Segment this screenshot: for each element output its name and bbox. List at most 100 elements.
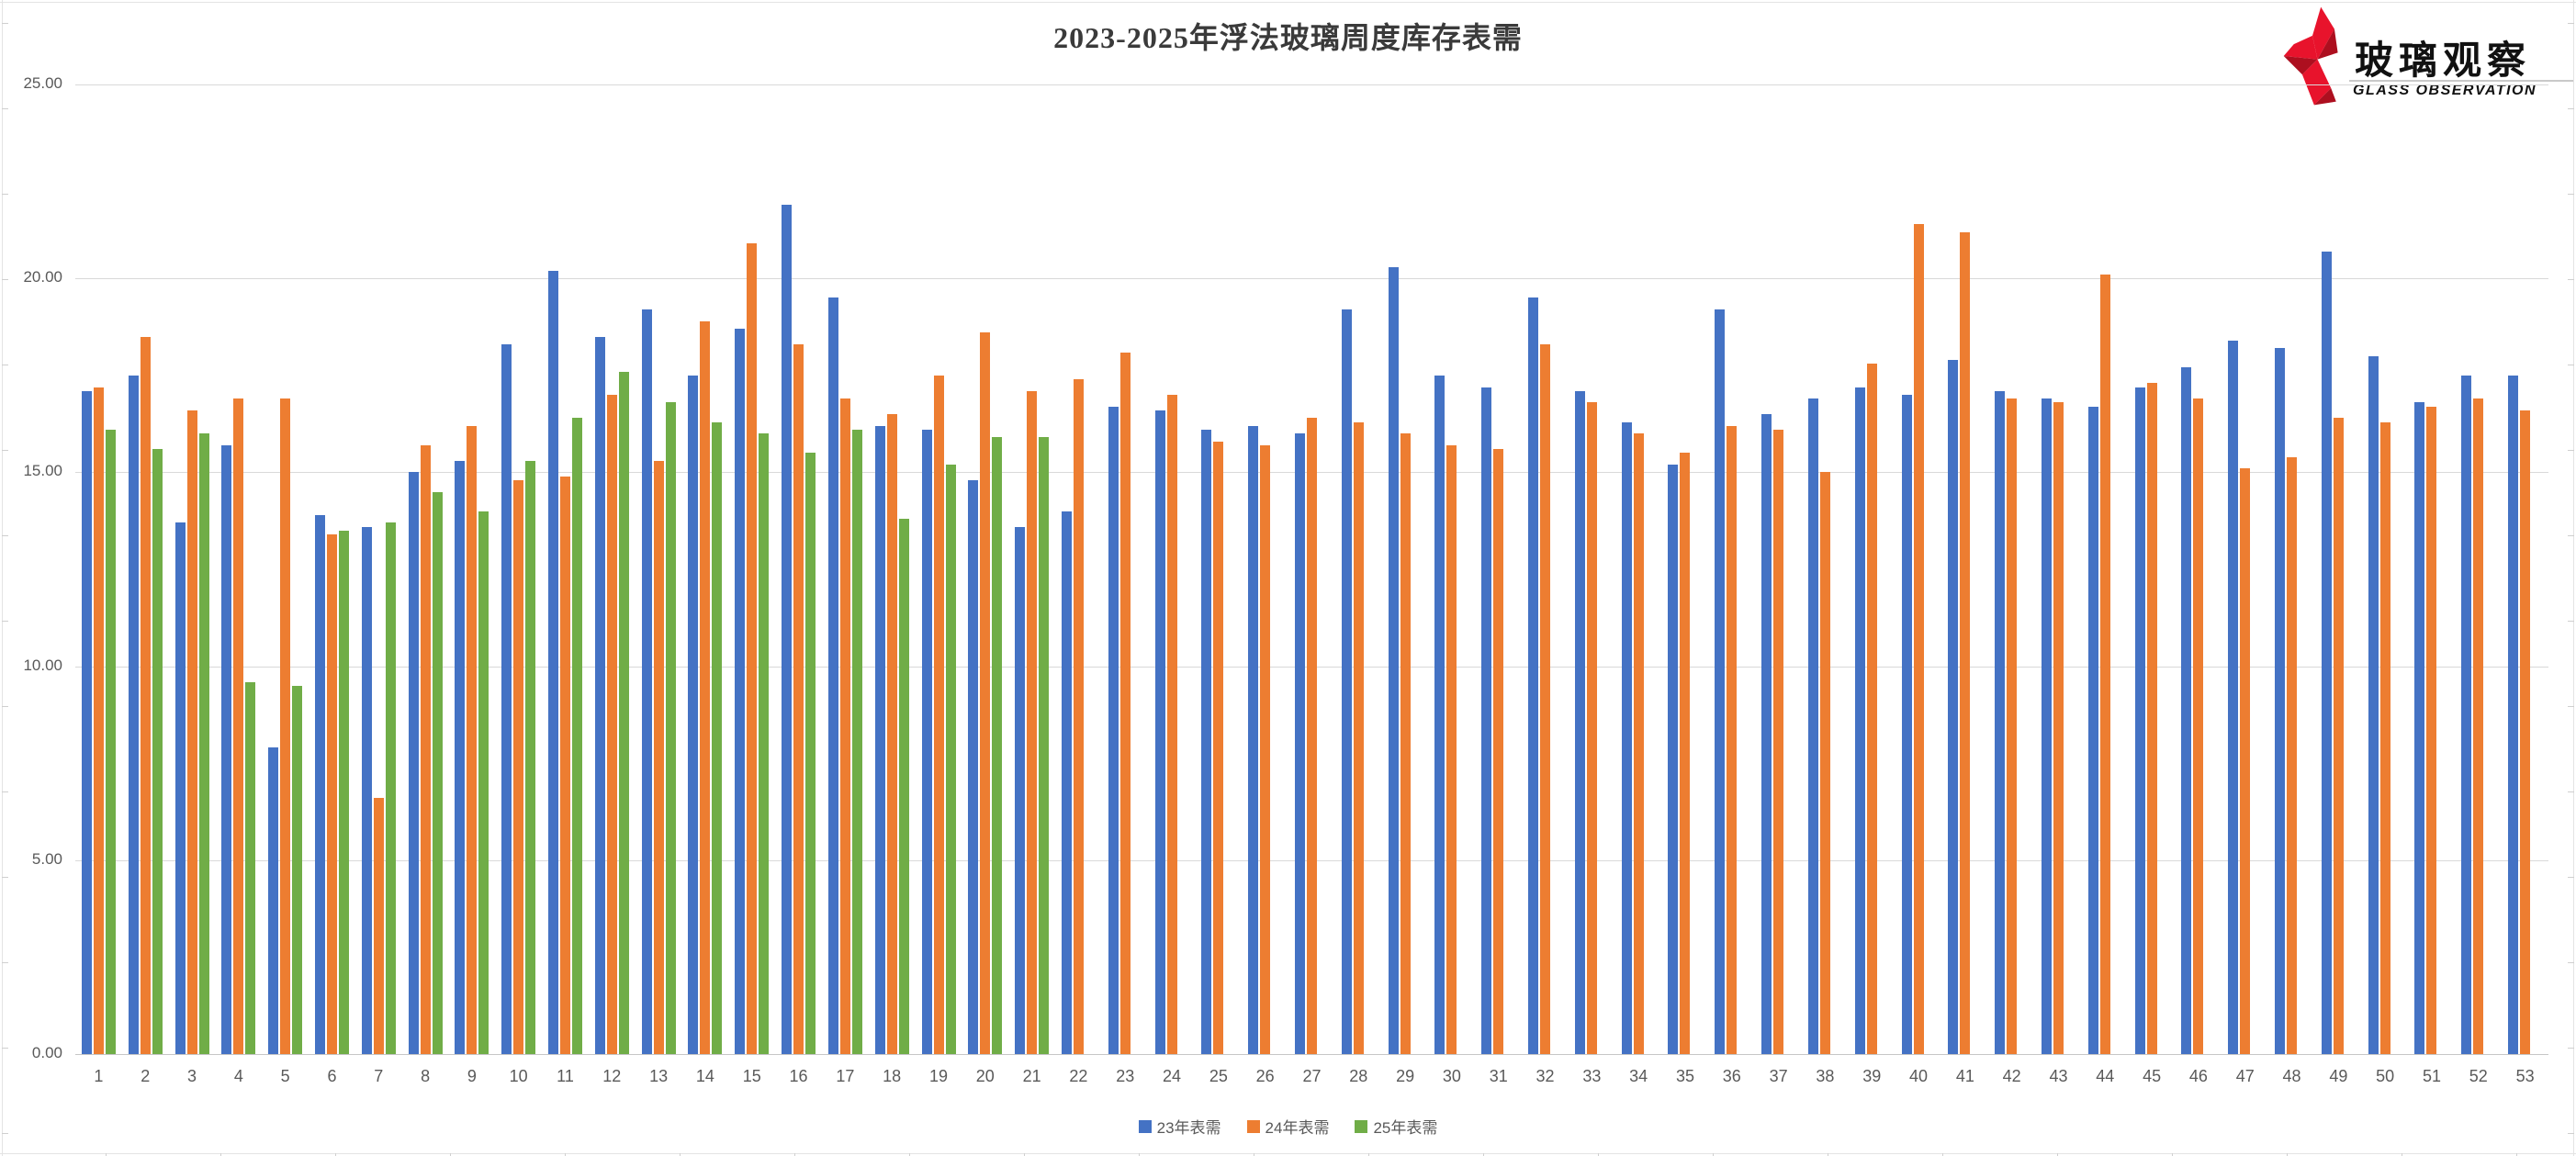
bar-week34-23年表需 (1621, 421, 1632, 1054)
bar-week11-25年表需 (572, 418, 583, 1054)
bar-week44-23年表需 (2087, 406, 2098, 1054)
bar-week25-24年表需 (1213, 441, 1224, 1054)
bar-week7-25年表需 (385, 522, 396, 1054)
x-axis-tick-label: 30 (1442, 1067, 1461, 1085)
bar-week50-23年表需 (2368, 355, 2379, 1054)
bar-week14-23年表需 (688, 375, 699, 1054)
sheet-row-tick (2568, 706, 2574, 707)
bar-week22-23年表需 (1061, 511, 1072, 1054)
x-axis-tick-label: 35 (1675, 1067, 1694, 1085)
bar-week30-24年表需 (1446, 444, 1457, 1054)
x-axis-tick-label: 45 (2143, 1067, 2162, 1085)
bar-week15-23年表需 (735, 329, 746, 1054)
bar-week5-23年表需 (268, 747, 279, 1054)
bar-week36-23年表需 (1715, 309, 1726, 1054)
bar-week16-24年表需 (793, 344, 804, 1054)
x-axis-tick-label: 39 (1862, 1067, 1882, 1085)
bar-week5-24年表需 (280, 398, 291, 1054)
bar-week48-23年表需 (2275, 348, 2286, 1054)
bar-week35-24年表需 (1680, 453, 1691, 1054)
bar-week12-25年表需 (618, 371, 629, 1054)
sheet-edge-right (2573, 0, 2574, 1156)
legend-item-23年表需: 23年表需 (1138, 1115, 1221, 1138)
bar-week21-25年表需 (1039, 437, 1050, 1054)
sheet-edge-top (0, 2, 2576, 3)
x-axis-tick-label: 21 (1022, 1067, 1041, 1085)
x-axis-tick-label: 23 (1116, 1067, 1135, 1085)
bar-week8-25年表需 (432, 491, 443, 1054)
bar-week20-25年表需 (992, 437, 1003, 1054)
bar-week26-24年表需 (1260, 444, 1271, 1054)
bar-week6-23年表需 (314, 514, 325, 1054)
sheet-row-tick (2, 1133, 8, 1134)
x-axis-tick-label: 34 (1629, 1067, 1648, 1085)
sheet-row-tick (2, 23, 8, 24)
sheet-column-tick (1598, 1153, 1599, 1156)
bar-week52-24年表需 (2473, 398, 2484, 1054)
y-axis-tick-label: 10.00 (23, 656, 62, 674)
sheet-column-tick (680, 1153, 681, 1156)
y-axis-tick-label: 20.00 (23, 268, 62, 286)
sheet-row-tick (2, 962, 8, 963)
bar-week14-24年表需 (700, 320, 711, 1054)
bar-week21-23年表需 (1015, 526, 1026, 1054)
sheet-row-tick (2568, 1133, 2574, 1134)
x-axis-tick-label: 17 (836, 1067, 855, 1085)
bar-week27-24年表需 (1307, 418, 1317, 1054)
sheet-edge-bottom (0, 1153, 2576, 1154)
bar-week1-23年表需 (81, 390, 92, 1054)
bar-week12-23年表需 (594, 336, 605, 1054)
bar-week10-23年表需 (501, 344, 512, 1054)
x-axis-tick-label: 11 (557, 1067, 574, 1085)
bar-week46-24年表需 (2193, 398, 2204, 1054)
x-axis-tick-label: 13 (649, 1067, 669, 1085)
bar-week37-23年表需 (1761, 414, 1772, 1054)
x-axis-tick-label: 37 (1769, 1067, 1788, 1085)
bar-week20-23年表需 (968, 479, 979, 1054)
sheet-row-tick (2568, 279, 2574, 280)
x-axis-tick-label: 19 (928, 1067, 948, 1085)
x-axis-tick-label: 1 (94, 1067, 104, 1085)
chart-legend: 23年表需 24年表需 25年表需 (0, 1115, 2576, 1138)
bar-week9-25年表需 (478, 511, 489, 1054)
bar-week31-23年表需 (1481, 387, 1492, 1054)
bar-week48-24年表需 (2287, 456, 2298, 1054)
x-axis-tick-label: 26 (1255, 1067, 1275, 1085)
bar-week36-24年表需 (1727, 425, 1738, 1054)
bar-week29-23年表需 (1388, 266, 1399, 1054)
sheet-row-tick (2, 1048, 8, 1049)
x-axis-tick-label: 43 (2049, 1067, 2068, 1085)
bar-week7-24年表需 (373, 798, 384, 1054)
x-axis-tick-label: 3 (187, 1067, 197, 1085)
sheet-row-tick (2568, 108, 2574, 109)
x-axis-tick-label: 42 (2002, 1067, 2021, 1085)
sheet-row-tick (2, 194, 8, 195)
sheet-row-tick (2568, 194, 2574, 195)
bar-week16-25年表需 (805, 453, 816, 1054)
bar-week27-23年表需 (1295, 433, 1305, 1054)
x-axis-tick-label: 5 (280, 1067, 290, 1085)
bar-week13-24年表需 (653, 460, 664, 1054)
legend-item-24年表需: 24年表需 (1246, 1115, 1329, 1138)
sheet-row-tick (2, 450, 8, 451)
bar-week19-24年表需 (933, 375, 944, 1054)
bar-week5-25年表需 (292, 685, 303, 1054)
bar-week3-24年表需 (186, 410, 197, 1054)
x-axis-tick-label: 41 (1955, 1067, 1974, 1085)
bar-week23-23年表需 (1108, 406, 1119, 1054)
sheet-column-tick (450, 1153, 451, 1156)
bar-week53-24年表需 (2520, 410, 2531, 1054)
bar-week6-25年表需 (338, 530, 349, 1054)
y-axis-tick-label: 0.00 (31, 1044, 62, 1061)
bar-week44-24年表需 (2099, 275, 2110, 1054)
bar-week29-24年表需 (1400, 433, 1411, 1054)
bar-week23-24年表需 (1119, 352, 1131, 1054)
sheet-column-tick (335, 1153, 336, 1156)
bar-week51-23年表需 (2414, 402, 2425, 1054)
sheet-row-tick (2568, 791, 2574, 792)
bar-week31-24年表需 (1493, 449, 1504, 1054)
x-axis-tick-label: 53 (2515, 1067, 2535, 1085)
sheet-row-tick (2568, 535, 2574, 536)
bar-week8-23年表需 (408, 472, 419, 1054)
bar-week45-24年表需 (2146, 383, 2157, 1054)
